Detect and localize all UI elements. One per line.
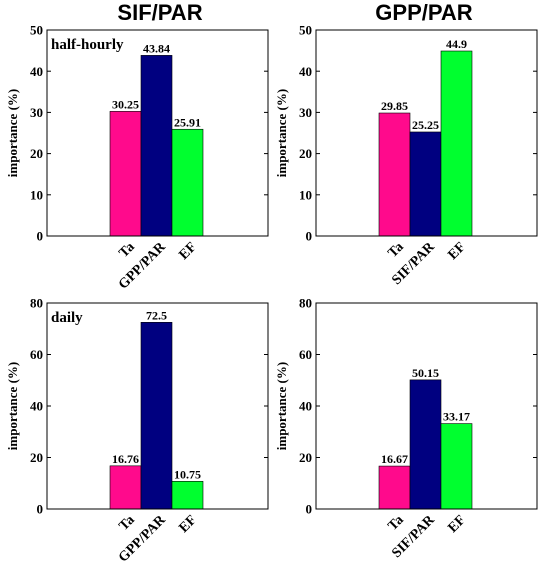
- bar: [440, 50, 473, 237]
- bar: [109, 465, 142, 510]
- plot-frame: [46, 29, 269, 237]
- category-label: EF: [446, 513, 469, 536]
- data-label: 16.76: [112, 452, 139, 466]
- bar: [378, 112, 411, 237]
- tick-label: 10: [299, 187, 312, 202]
- data-label: 33.17: [443, 410, 470, 424]
- bar: [109, 111, 142, 237]
- chart-title: SIF/PAR: [117, 0, 202, 25]
- tick-label: 60: [30, 347, 43, 362]
- tick-label: 20: [299, 146, 312, 161]
- plot-frame: [315, 29, 538, 237]
- bar: [171, 481, 204, 510]
- data-label: 25.91: [174, 115, 201, 129]
- tick-label: 20: [30, 450, 43, 465]
- bar: [409, 379, 442, 510]
- tick-label: 60: [299, 347, 312, 362]
- category-label: Ta: [386, 513, 407, 534]
- tick-label: 20: [30, 146, 43, 161]
- category-label: EF: [446, 240, 469, 263]
- chart-title: GPP/PAR: [375, 0, 473, 25]
- data-label: 50.15: [412, 366, 439, 380]
- tick-label: 0: [37, 229, 44, 244]
- data-label: 30.25: [112, 97, 139, 111]
- tick-label: 80: [299, 296, 312, 311]
- tick-label: 40: [30, 64, 43, 79]
- data-label: 43.84: [143, 41, 170, 55]
- data-label: 44.9: [446, 37, 467, 51]
- data-label: 72.5: [146, 308, 167, 322]
- bar: [409, 131, 442, 237]
- data-label: 16.67: [381, 452, 408, 466]
- bar: [440, 423, 473, 510]
- tick-label: 30: [30, 105, 43, 120]
- tick-label: 0: [306, 502, 313, 517]
- tick-label: 10: [30, 187, 43, 202]
- data-label: 10.75: [174, 467, 201, 481]
- panel-annotation: daily: [51, 310, 83, 326]
- tick-label: 80: [30, 296, 43, 311]
- category-label: Ta: [117, 513, 138, 534]
- tick-label: 40: [30, 399, 43, 414]
- panel-annotation: half-hourly: [51, 37, 124, 53]
- y-axis-label: importance (%): [5, 362, 20, 450]
- data-label: 29.85: [381, 99, 408, 113]
- tick-label: 0: [306, 229, 313, 244]
- category-label: Ta: [386, 240, 407, 261]
- tick-label: 40: [299, 64, 312, 79]
- category-label: EF: [177, 240, 200, 263]
- y-axis-label: importance (%): [274, 89, 289, 177]
- bar: [140, 55, 173, 237]
- category-label: Ta: [117, 240, 138, 261]
- bar: [378, 465, 411, 510]
- y-axis-label: importance (%): [5, 89, 20, 177]
- category-label: EF: [177, 513, 200, 536]
- y-axis-label: importance (%): [274, 362, 289, 450]
- tick-label: 40: [299, 399, 312, 414]
- tick-label: 30: [299, 105, 312, 120]
- bar: [140, 322, 173, 510]
- data-label: 25.25: [412, 118, 439, 132]
- tick-label: 0: [37, 502, 44, 517]
- tick-label: 50: [30, 23, 43, 38]
- tick-label: 50: [299, 23, 312, 38]
- tick-label: 20: [299, 450, 312, 465]
- bar: [171, 128, 204, 237]
